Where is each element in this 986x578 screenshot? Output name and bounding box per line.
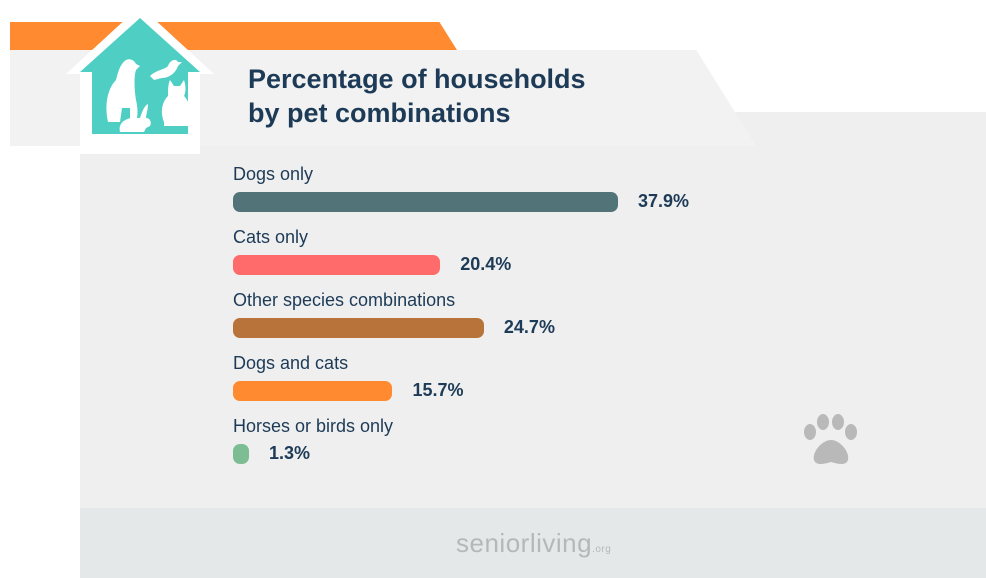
title-line-1: Percentage of households — [248, 64, 586, 94]
category-label: Other species combinations — [233, 290, 456, 310]
brand-logo-suffix: .org — [592, 544, 612, 555]
brand-logo: seniorliving.org — [456, 528, 611, 559]
chart-card — [80, 112, 986, 578]
chart-title: Percentage of households by pet combinat… — [248, 62, 586, 130]
value-label: 20.4% — [460, 254, 512, 274]
category-label: Cats only — [233, 227, 309, 247]
category-label: Horses or birds only — [233, 416, 394, 436]
bar — [233, 255, 441, 275]
value-label: 37.9% — [638, 191, 690, 211]
bar — [233, 192, 618, 212]
paw-print-icon — [804, 414, 857, 464]
category-label: Dogs only — [233, 164, 314, 184]
brand-logo-text: seniorliving — [456, 528, 593, 558]
value-label: 15.7% — [412, 380, 464, 400]
bar — [233, 318, 484, 338]
bar — [233, 381, 393, 401]
footer-band — [80, 508, 986, 578]
bar — [233, 444, 249, 464]
value-label: 24.7% — [503, 317, 555, 337]
pets-house-icon — [66, 6, 214, 154]
title-line-2: by pet combinations — [248, 98, 511, 128]
value-label: 1.3% — [269, 443, 311, 463]
category-label: Dogs and cats — [233, 353, 349, 373]
